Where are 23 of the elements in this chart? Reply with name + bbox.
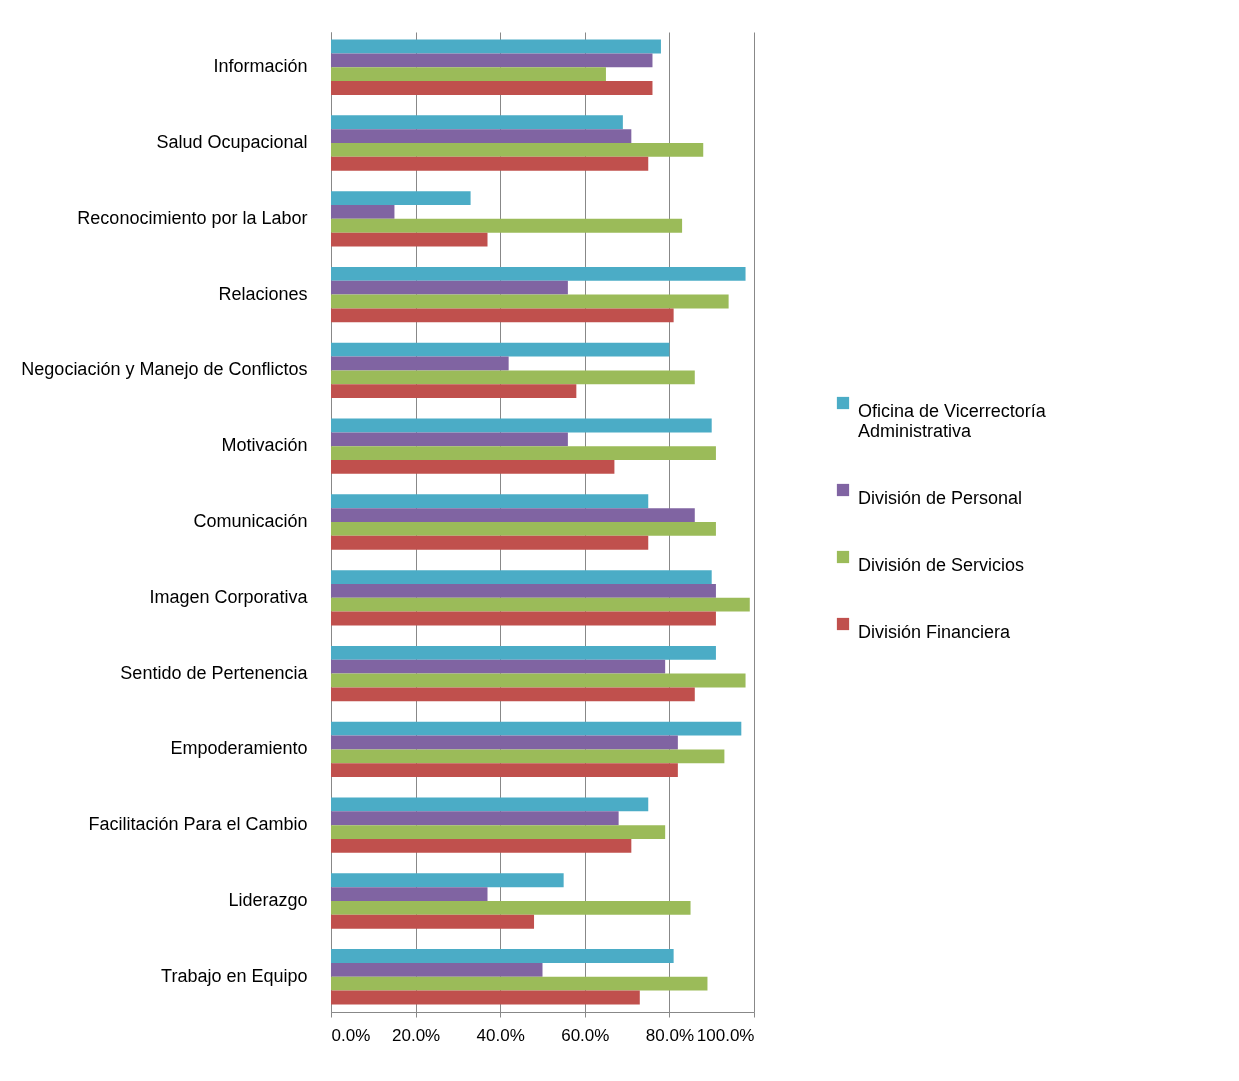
y-tick-label: Motivación (221, 435, 308, 456)
y-tick-label: Negociación y Manejo de Conflictos (21, 359, 308, 380)
y-tick-label: Relaciones (218, 283, 308, 304)
legend-label: División Financiera (858, 622, 1012, 642)
y-tick-label: Comunicación (193, 511, 308, 531)
x-tick-label: 60.0% (561, 1025, 610, 1045)
x-tick-label: 80.0% (645, 1025, 694, 1045)
y-tick-label: Sentido de Pertenencia (120, 662, 309, 683)
legend-label: Oficina de Vicerrectoría Administrativa (858, 401, 1047, 441)
x-tick-label: 40.0% (476, 1025, 525, 1045)
y-tick-label: Liderazgo (228, 889, 308, 910)
y-tick-label: Información (213, 56, 308, 77)
y-tick-label: Trabajo en Equipo (161, 965, 308, 986)
y-tick-label: Reconocimiento por la Labor (77, 207, 308, 228)
y-tick-label: Facilitación Para el Cambio (88, 814, 308, 835)
y-tick-label: Imagen Corporativa (149, 586, 309, 607)
y-tick-label: Salud Ocupacional (156, 132, 308, 153)
legend-label: División de Servicios (858, 555, 1025, 575)
y-tick-label: Empoderamiento (170, 738, 308, 759)
legend-label: División de Personal (858, 488, 1023, 508)
x-tick-label: 100.0% (696, 1025, 755, 1045)
x-tick-label: 20.0% (392, 1025, 441, 1045)
x-tick-label: 0.0% (331, 1025, 371, 1045)
